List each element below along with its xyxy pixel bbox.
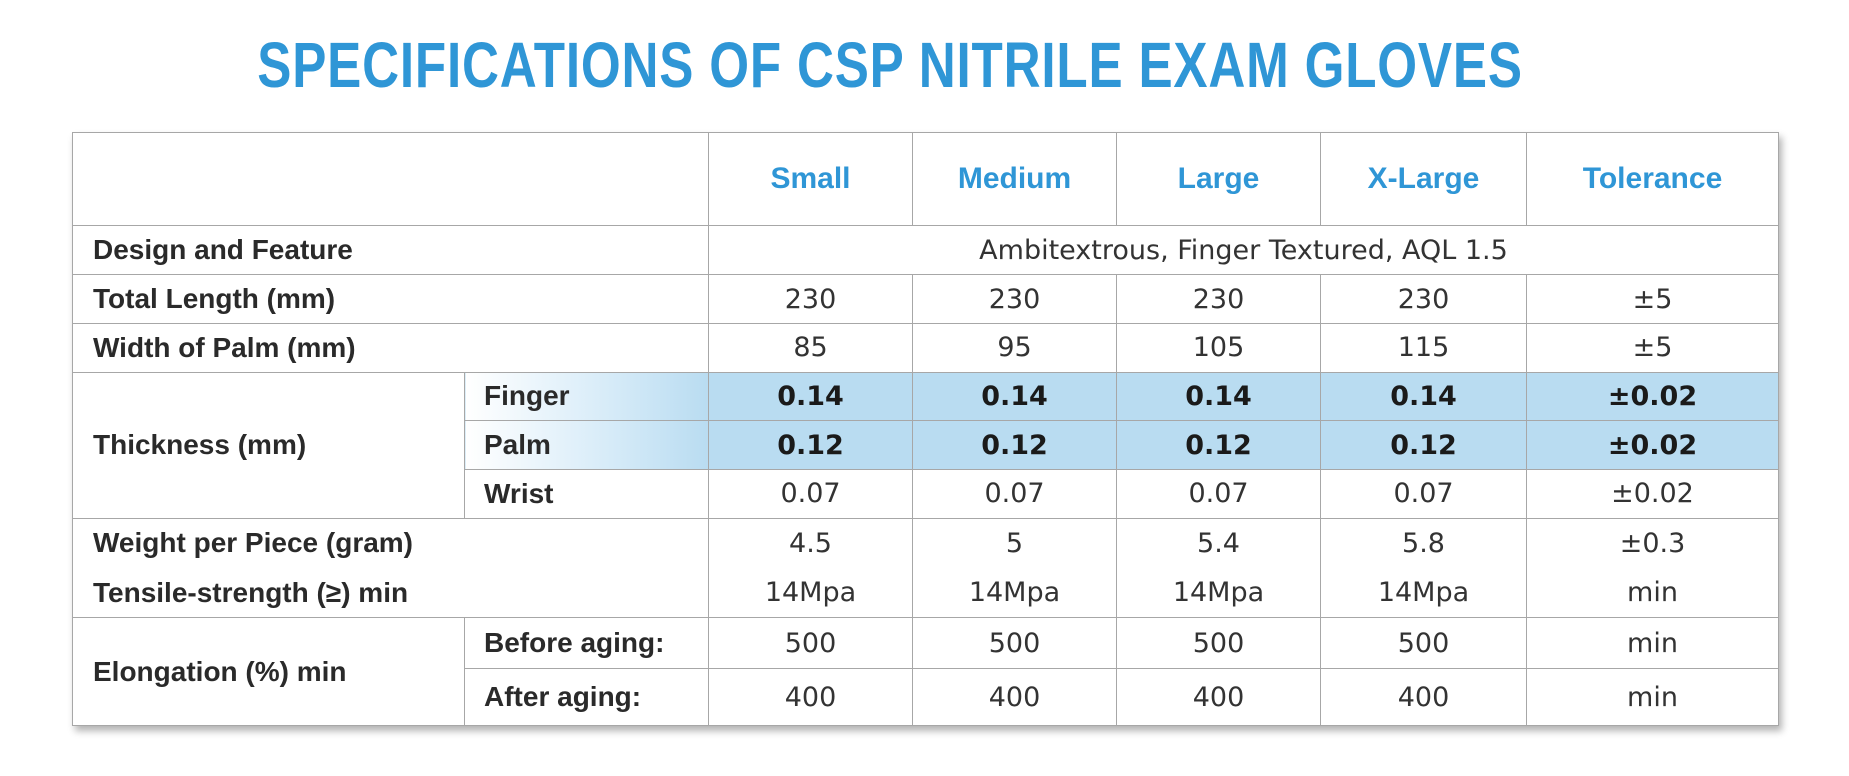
- header-small: Small: [708, 131, 913, 227]
- thickness-finger-x-large: 0.14: [1320, 371, 1527, 422]
- thickness-palm-x-large: 0.12: [1320, 420, 1527, 471]
- total-length-label: Total Length (mm): [72, 274, 709, 324]
- weight-medium: 5: [1005, 527, 1024, 559]
- design-value: Ambitextrous, Finger Textured, AQL 1.5: [708, 225, 1779, 276]
- elongation-after-tolerance: min: [1526, 668, 1779, 726]
- thickness-palm-large: 0.12: [1116, 420, 1321, 471]
- thickness-wrist-large: 0.07: [1116, 469, 1321, 519]
- thickness-finger-large: 0.14: [1116, 371, 1321, 422]
- elongation-before-small: 500: [708, 617, 913, 670]
- elongation-after-label: After aging:: [464, 668, 709, 726]
- palm-width-x-large: 115: [1320, 322, 1527, 373]
- weight-tensile-large: 5.4 14Mpa: [1116, 517, 1321, 619]
- tensile-x-large: 14Mpa: [1377, 577, 1470, 609]
- total-length-large: 230: [1116, 274, 1321, 324]
- tensile-large: 14Mpa: [1172, 577, 1265, 609]
- thickness-wrist-x-large: 0.07: [1320, 469, 1527, 519]
- thickness-wrist-medium: 0.07: [912, 469, 1117, 519]
- weight-tensile-x-large: 5.8 14Mpa: [1320, 517, 1527, 619]
- palm-width-large: 105: [1116, 322, 1321, 373]
- palm-width-label: Width of Palm (mm): [72, 322, 709, 373]
- total-length-row: Total Length (mm) 230 230 230 230 ±5: [72, 274, 1779, 324]
- total-length-x-large: 230: [1320, 274, 1527, 324]
- elongation-after-large: 400: [1116, 668, 1321, 726]
- design-row: Design and Feature Ambitextrous, Finger …: [72, 225, 1779, 276]
- weight-large: 5.4: [1197, 527, 1240, 559]
- thickness-wrist-label: Wrist: [464, 469, 709, 519]
- palm-width-medium: 95: [912, 322, 1117, 373]
- total-length-small: 230: [708, 274, 913, 324]
- design-label: Design and Feature: [72, 225, 709, 276]
- thickness-finger-row: Thickness (mm) Finger 0.14 0.14 0.14 0.1…: [72, 371, 1779, 519]
- header-empty-cell: [72, 131, 709, 227]
- tensile-label: Tensile-strength (≥) min: [93, 576, 409, 608]
- total-length-tolerance: ±5: [1526, 274, 1779, 324]
- weight-x-large: 5.8: [1402, 527, 1445, 559]
- thickness-finger-label: Finger: [464, 371, 709, 422]
- weight-tensile-tolerance: ±0.3 min: [1526, 517, 1779, 619]
- elongation-after-row: After aging: 400 400 400 400 min: [73, 668, 1779, 726]
- palm-width-row: Width of Palm (mm) 85 95 105 115 ±5: [72, 322, 1779, 373]
- elongation-before-label: Before aging:: [464, 617, 709, 670]
- elongation-before-medium: 500: [912, 617, 1117, 670]
- header-medium: Medium: [912, 131, 1117, 227]
- elongation-before-row: Elongation (%) min Before aging: 500 500…: [72, 617, 1779, 726]
- thickness-finger-tolerance: ±0.02: [1526, 371, 1779, 422]
- header-tolerance: Tolerance: [1526, 131, 1779, 227]
- weight-tensile-medium: 5 14Mpa: [912, 517, 1117, 619]
- elongation-before-tolerance: min: [1526, 617, 1779, 670]
- thickness-palm-medium: 0.12: [912, 420, 1117, 471]
- thickness-palm-small: 0.12: [708, 420, 913, 471]
- thickness-finger-medium: 0.14: [912, 371, 1117, 422]
- total-length-medium: 230: [912, 274, 1117, 324]
- elongation-label: Elongation (%) min: [72, 617, 465, 726]
- weight-tensile-row: Weight per Piece (gram) Tensile-strength…: [72, 517, 1779, 619]
- weight-tensile-small: 4.5 14Mpa: [708, 517, 913, 619]
- thickness-finger-small: 0.14: [708, 371, 913, 422]
- thickness-wrist-row: Wrist 0.07 0.07 0.07 0.07 ±0.02: [73, 469, 1779, 519]
- tensile-tolerance: min: [1627, 577, 1678, 609]
- thickness-palm-label: Palm: [464, 420, 709, 471]
- page-title: SPECIFICATIONS OF CSP NITRILE EXAM GLOVE…: [257, 29, 1523, 101]
- weight-tolerance: ±0.3: [1619, 527, 1686, 559]
- thickness-wrist-small: 0.07: [708, 469, 913, 519]
- tensile-small: 14Mpa: [764, 577, 857, 609]
- weight-small: 4.5: [789, 527, 832, 559]
- thickness-wrist-tolerance: ±0.02: [1526, 469, 1779, 519]
- header-row: Small Medium Large X-Large Tolerance: [72, 131, 1779, 227]
- elongation-after-medium: 400: [912, 668, 1117, 726]
- palm-width-small: 85: [708, 322, 913, 373]
- header-x-large: X-Large: [1320, 131, 1527, 227]
- weight-tensile-labels: Weight per Piece (gram) Tensile-strength…: [72, 517, 709, 619]
- thickness-palm-row: Palm 0.12 0.12 0.12 0.12 ±0.02: [73, 420, 1779, 471]
- elongation-after-small: 400: [708, 668, 913, 726]
- weight-label: Weight per Piece (gram): [93, 527, 414, 559]
- header-large: Large: [1116, 131, 1321, 227]
- palm-width-tolerance: ±5: [1526, 322, 1779, 373]
- elongation-before-x-large: 500: [1320, 617, 1527, 670]
- tensile-medium: 14Mpa: [968, 577, 1061, 609]
- elongation-after-x-large: 400: [1320, 668, 1527, 726]
- specifications-table: Small Medium Large X-Large Tolerance Des…: [72, 131, 1779, 726]
- elongation-before-large: 500: [1116, 617, 1321, 670]
- thickness-label: Thickness (mm): [72, 371, 465, 519]
- thickness-palm-tolerance: ±0.02: [1526, 420, 1779, 471]
